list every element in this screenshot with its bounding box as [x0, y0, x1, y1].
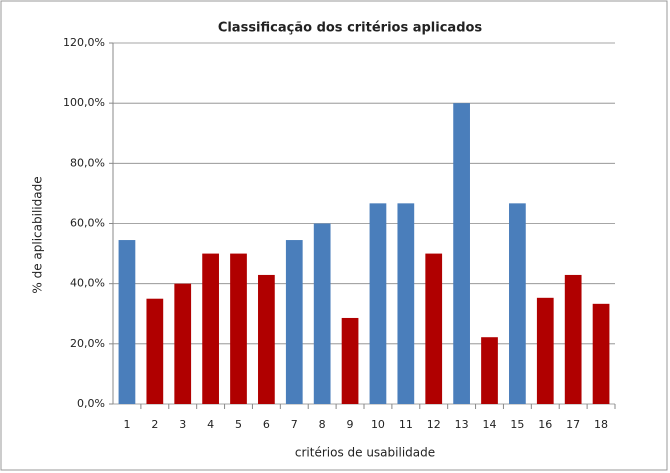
y-tick-label: 80,0%	[70, 156, 105, 169]
x-tick-label: 2	[151, 418, 158, 431]
x-tick-label: 7	[291, 418, 298, 431]
x-tick-label: 14	[483, 418, 497, 431]
y-tick-label: 120,0%	[63, 36, 105, 49]
y-tick-label: 60,0%	[70, 217, 105, 230]
bar	[230, 253, 247, 404]
bar	[174, 283, 192, 404]
x-tick-label: 9	[347, 418, 354, 431]
y-tick-label: 0,0%	[77, 397, 105, 410]
bar	[481, 337, 498, 404]
x-tick-label: 15	[510, 418, 524, 431]
y-tick-label: 20,0%	[70, 337, 105, 350]
x-tick-label: 1	[123, 418, 130, 431]
bar	[453, 103, 470, 405]
x-axis-label: critérios de usabilidade	[295, 446, 435, 460]
bar	[146, 298, 164, 404]
bar	[425, 253, 443, 404]
x-tick-label: 17	[566, 418, 580, 431]
x-tick-label: 18	[594, 418, 608, 431]
bar	[118, 240, 136, 404]
bar	[202, 253, 219, 404]
bar	[313, 223, 331, 404]
x-tick-label: 3	[179, 418, 186, 431]
bar	[509, 203, 526, 404]
bar	[341, 317, 359, 404]
x-tick-label: 13	[455, 418, 469, 431]
y-tick-label: 100,0%	[63, 96, 105, 109]
x-tick-label: 12	[427, 418, 441, 431]
x-tick-label: 4	[207, 418, 214, 431]
chart-title: Classificação dos critérios aplicados	[218, 21, 483, 36]
bar	[397, 203, 415, 404]
bar	[564, 274, 582, 404]
y-tick-label: 40,0%	[70, 277, 105, 290]
bar	[258, 274, 275, 404]
bar	[536, 297, 554, 404]
bar	[285, 240, 303, 404]
bar	[592, 303, 610, 404]
bar	[369, 203, 387, 404]
x-tick-label: 6	[263, 418, 270, 431]
x-tick-label: 16	[538, 418, 552, 431]
y-axis-label: % de aplicabilidade	[31, 176, 45, 293]
x-tick-label: 11	[399, 418, 413, 431]
x-tick-label: 10	[371, 418, 385, 431]
x-tick-label: 5	[235, 418, 242, 431]
x-tick-label: 8	[319, 418, 326, 431]
